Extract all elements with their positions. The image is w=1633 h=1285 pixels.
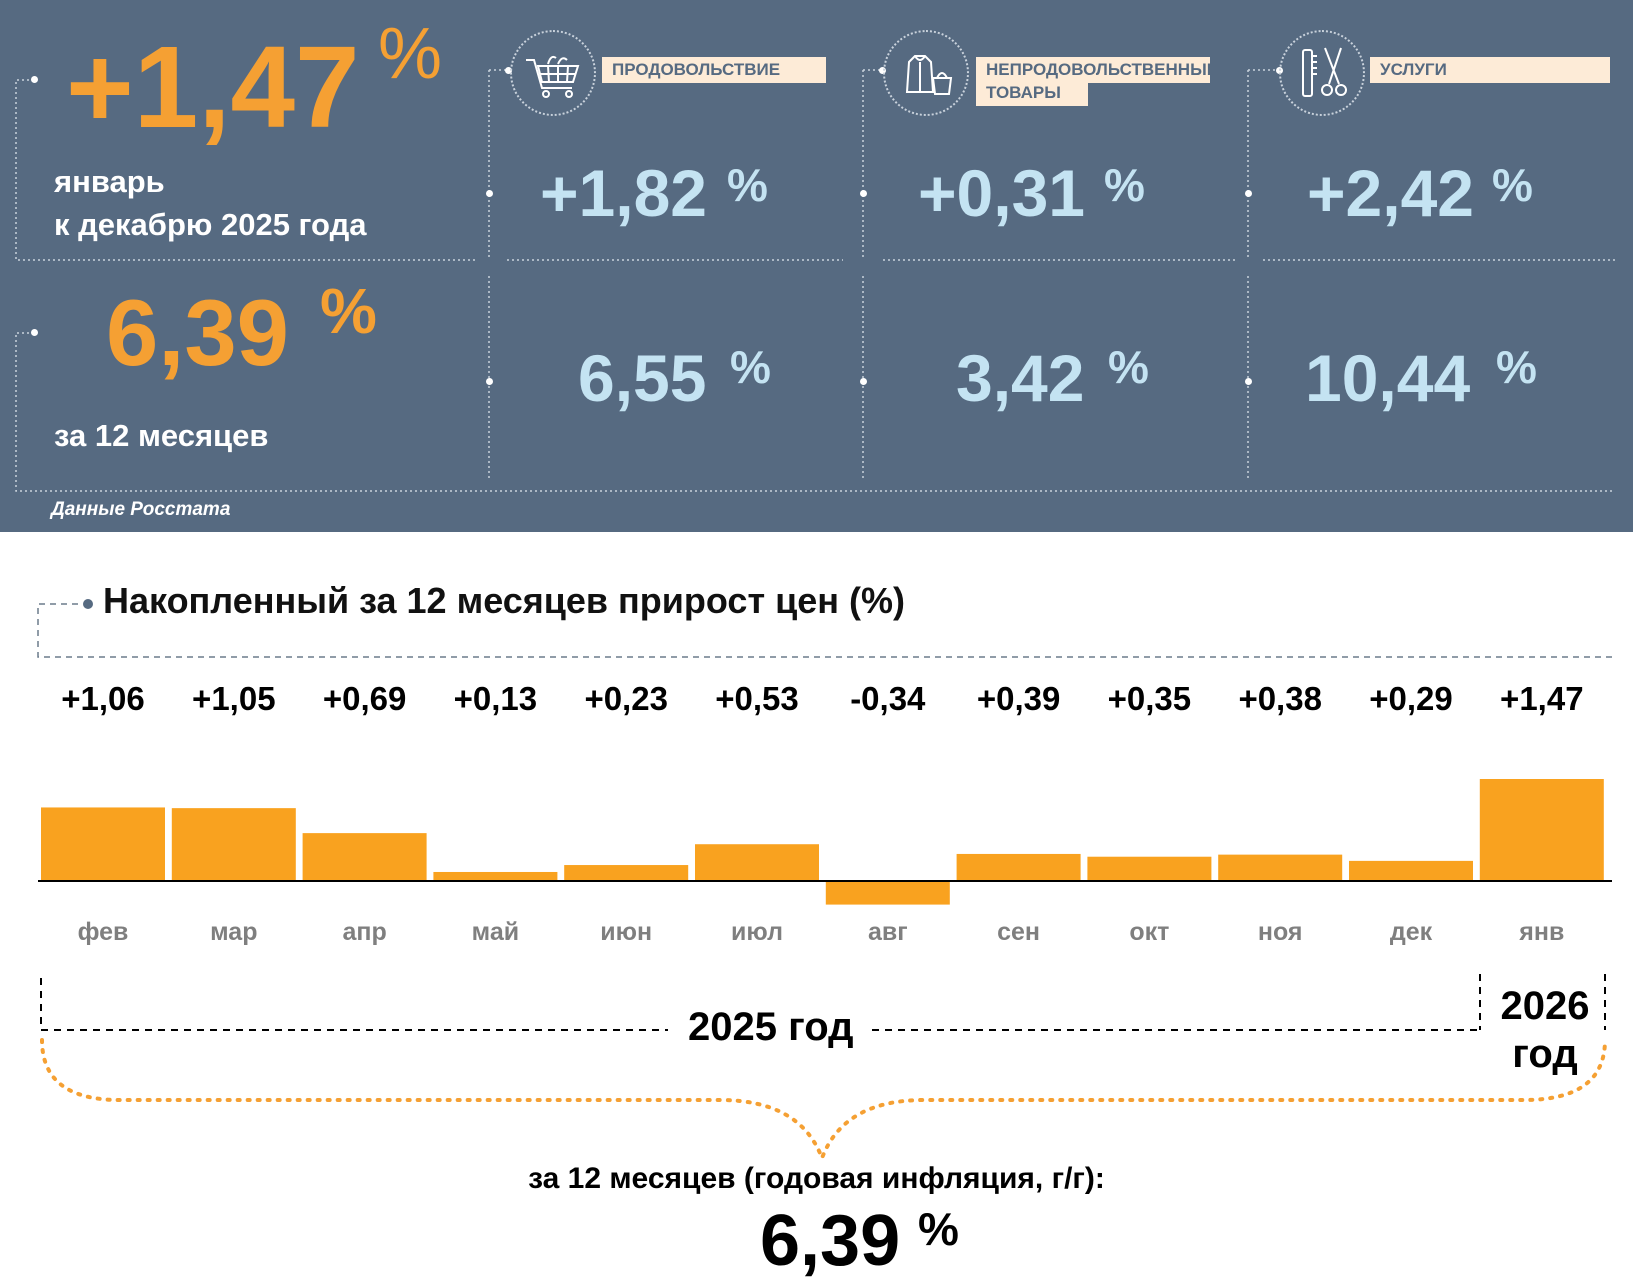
summary-unit: %	[918, 1203, 959, 1255]
panel-frame-lines	[15, 69, 1615, 492]
year-2026-line2: год	[1512, 1032, 1578, 1076]
value-label: +0,53	[715, 680, 799, 717]
bar-сен	[956, 853, 1081, 881]
monthly-inflation-unit: %	[378, 14, 443, 94]
services-annual-value: 10,44	[1305, 341, 1471, 415]
frame-dot	[860, 378, 867, 385]
frame-dot	[486, 378, 493, 385]
frame-dot	[31, 76, 38, 83]
value-label: +1,06	[61, 680, 145, 717]
category-label-food: ПРОДОВОЛЬСТВИЕ	[602, 57, 826, 83]
month-label: мар	[210, 918, 257, 946]
food-monthly-unit: %	[727, 159, 768, 211]
value-label: +0,29	[1369, 680, 1453, 717]
frame-dot	[486, 190, 493, 197]
category-label-nonfood: НЕПРОДОВОЛЬСТВЕННЫЕ	[976, 57, 1219, 83]
food-annual-value: 6,55	[578, 341, 707, 415]
category-label-nonfood-line2: ТОВАРЫ	[976, 80, 1088, 106]
year-2026-line1: 2026	[1500, 984, 1590, 1028]
category-label-services: УСЛУГИ	[1370, 57, 1610, 83]
month-label: янв	[1518, 918, 1564, 946]
month-label: сен	[997, 918, 1040, 946]
frame-dot	[31, 329, 38, 336]
year-2026-label: 2026 год	[1490, 982, 1600, 1078]
annual-inflation-unit: %	[320, 275, 377, 347]
category-label-nonfood-line1: НЕПРОДОВОЛЬСТВЕННЫЕ	[986, 60, 1219, 79]
month-label: фев	[78, 918, 129, 946]
annual-caption: за 12 месяцев	[54, 418, 269, 453]
bar-авг	[825, 881, 950, 905]
bar-янв	[1479, 779, 1604, 881]
bar-май	[433, 871, 558, 881]
frame-dot	[1245, 190, 1252, 197]
bar-дек	[1349, 860, 1473, 881]
value-label: +1,05	[192, 680, 276, 717]
summary-panel: +1,47 % январь к декабрю 2025 года 6,39 …	[0, 0, 1633, 532]
month-label: ноя	[1258, 918, 1303, 946]
bar-июн	[564, 865, 689, 881]
month-label: май	[472, 918, 519, 946]
nonfood-monthly-value: +0,31	[918, 156, 1085, 230]
value-label: -0,34	[850, 680, 926, 717]
chart-decorations	[37, 599, 1612, 658]
value-label: +1,47	[1500, 680, 1584, 717]
bar-фев	[41, 807, 165, 881]
month-label: дек	[1390, 918, 1433, 946]
monthly-caption-line2: к декабрю 2025 года	[54, 207, 367, 242]
services-monthly-unit: %	[1492, 159, 1533, 211]
value-label: +0,39	[977, 680, 1061, 717]
food-annual-unit: %	[730, 341, 771, 393]
year-brace	[40, 1038, 1607, 1164]
frame-dot	[1245, 378, 1252, 385]
bar-окт	[1087, 856, 1212, 881]
value-label: +0,38	[1238, 680, 1322, 717]
month-label: апр	[342, 918, 386, 946]
frame-dot	[860, 190, 867, 197]
bar-мар	[171, 808, 296, 881]
nonfood-annual-value: 3,42	[956, 341, 1085, 415]
value-label: +0,35	[1108, 680, 1192, 717]
shopping-cart-icon	[510, 30, 596, 116]
comb-scissors-icon	[1279, 30, 1365, 116]
month-label: июл	[731, 918, 783, 946]
services-monthly-value: +2,42	[1307, 156, 1474, 230]
bar-ноя	[1218, 854, 1343, 881]
value-label: +0,23	[584, 680, 668, 717]
frame-dot	[505, 67, 512, 74]
bar-chart: +1,06 +1,05 +0,69 +0,13 +0,23 +0,53 -0,34 +0,39…	[38, 680, 1612, 1164]
nonfood-monthly-unit: %	[1104, 159, 1145, 211]
chart-title: Накопленный за 12 месяцев прирост цен (%…	[103, 580, 905, 621]
frame-dot	[879, 67, 886, 74]
bar-апр	[302, 833, 427, 881]
value-label: +0,13	[454, 680, 538, 717]
nonfood-annual-unit: %	[1108, 341, 1149, 393]
data-source: Данные Росстата	[51, 499, 231, 520]
value-label: +0,69	[323, 680, 407, 717]
monthly-caption-line1: январь	[54, 164, 165, 199]
services-annual-unit: %	[1496, 341, 1537, 393]
annual-inflation-value: 6,39	[106, 280, 289, 385]
year-2025-label: 2025 год	[688, 1005, 854, 1049]
bar-июл	[695, 844, 819, 881]
month-label: июн	[600, 918, 652, 946]
month-label: авг	[868, 918, 908, 946]
food-monthly-value: +1,82	[540, 156, 707, 230]
month-label: окт	[1129, 918, 1169, 946]
summary-value: 6,39	[760, 1201, 901, 1281]
summary-caption: за 12 месяцев (годовая инфляция, г/г):	[528, 1162, 1105, 1195]
monthly-inflation-value: +1,47	[66, 22, 360, 152]
clothes-bag-icon	[883, 30, 969, 116]
